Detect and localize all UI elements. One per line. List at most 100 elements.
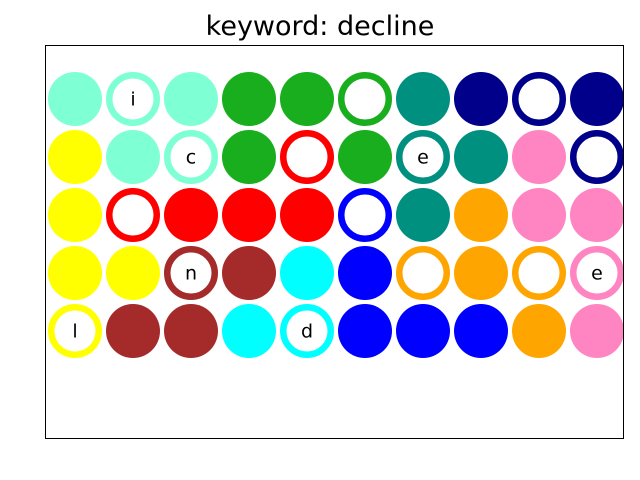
board-cell-r2-c6[interactable] bbox=[338, 130, 392, 184]
ring-circle bbox=[106, 72, 160, 126]
board-cell-r3-c7[interactable] bbox=[396, 188, 450, 242]
board-cell-r5-c4[interactable] bbox=[222, 304, 276, 358]
board-cell-r4-c9[interactable] bbox=[512, 246, 566, 300]
board-cell-r1-c4[interactable] bbox=[222, 72, 276, 126]
filled-circle bbox=[280, 72, 334, 126]
board-cell-r1-c2[interactable]: i bbox=[106, 72, 160, 126]
filled-circle bbox=[512, 130, 566, 184]
board-cell-r2-c8[interactable] bbox=[454, 130, 508, 184]
filled-circle bbox=[338, 304, 392, 358]
ring-circle bbox=[512, 246, 566, 300]
filled-circle bbox=[454, 246, 508, 300]
board-cell-r1-c9[interactable] bbox=[512, 72, 566, 126]
ring-circle bbox=[570, 246, 623, 300]
board-cell-r3-c5[interactable] bbox=[280, 188, 334, 242]
filled-circle bbox=[454, 130, 508, 184]
board-cell-r4-c8[interactable] bbox=[454, 246, 508, 300]
cell-letter: e bbox=[591, 263, 603, 285]
board-cell-r4-c2[interactable] bbox=[106, 246, 160, 300]
ring-circle bbox=[48, 304, 102, 358]
board-cell-r2-c1[interactable] bbox=[48, 130, 102, 184]
board-cell-r2-c9[interactable] bbox=[512, 130, 566, 184]
filled-circle bbox=[338, 130, 392, 184]
filled-circle bbox=[222, 130, 276, 184]
board-cell-r4-c3[interactable]: n bbox=[164, 246, 218, 300]
board-cell-r4-c6[interactable] bbox=[338, 246, 392, 300]
board-cell-r1-c6[interactable] bbox=[338, 72, 392, 126]
filled-circle bbox=[338, 246, 392, 300]
board-cell-r5-c3[interactable] bbox=[164, 304, 218, 358]
board-cell-r1-c8[interactable] bbox=[454, 72, 508, 126]
ring-circle bbox=[164, 130, 218, 184]
board-cell-r3-c1[interactable] bbox=[48, 188, 102, 242]
cell-letter: l bbox=[72, 321, 77, 343]
board-cell-r5-c7[interactable] bbox=[396, 304, 450, 358]
filled-circle bbox=[396, 72, 450, 126]
puzzle-title: keyword: decline bbox=[205, 11, 435, 42]
ring-circle bbox=[338, 188, 392, 242]
filled-circle bbox=[164, 188, 218, 242]
filled-circle bbox=[164, 72, 218, 126]
board-cell-r1-c5[interactable] bbox=[280, 72, 334, 126]
board-cell-r3-c10[interactable] bbox=[570, 188, 623, 242]
filled-circle bbox=[222, 72, 276, 126]
cell-letter: i bbox=[130, 89, 135, 111]
board-cell-r2-c3[interactable]: c bbox=[164, 130, 218, 184]
cell-letter: d bbox=[301, 321, 313, 343]
filled-circle bbox=[570, 304, 623, 358]
filled-circle bbox=[48, 72, 102, 126]
board-cell-r4-c10[interactable]: e bbox=[570, 246, 623, 300]
filled-circle bbox=[570, 188, 623, 242]
board-cell-r3-c9[interactable] bbox=[512, 188, 566, 242]
board-cell-r3-c3[interactable] bbox=[164, 188, 218, 242]
filled-circle bbox=[396, 188, 450, 242]
ring-circle bbox=[396, 130, 450, 184]
filled-circle bbox=[48, 130, 102, 184]
ring-circle bbox=[396, 246, 450, 300]
filled-circle bbox=[454, 188, 508, 242]
board-cell-r4-c1[interactable] bbox=[48, 246, 102, 300]
filled-circle bbox=[454, 72, 508, 126]
filled-circle bbox=[454, 304, 508, 358]
board-cell-r5-c6[interactable] bbox=[338, 304, 392, 358]
board-cell-r5-c8[interactable] bbox=[454, 304, 508, 358]
board-cell-r2-c10[interactable] bbox=[570, 130, 623, 184]
board-cell-r4-c7[interactable] bbox=[396, 246, 450, 300]
cell-letter: n bbox=[185, 263, 197, 285]
filled-circle bbox=[512, 304, 566, 358]
board-cell-r4-c5[interactable] bbox=[280, 246, 334, 300]
board-cell-r2-c4[interactable] bbox=[222, 130, 276, 184]
filled-circle bbox=[106, 246, 160, 300]
board-cell-r3-c6[interactable] bbox=[338, 188, 392, 242]
board-cell-r2-c7[interactable]: e bbox=[396, 130, 450, 184]
board-cell-r5-c9[interactable] bbox=[512, 304, 566, 358]
filled-circle bbox=[106, 130, 160, 184]
ring-circle bbox=[512, 72, 566, 126]
game-board: i c e n e l d bbox=[48, 72, 623, 358]
board-cell-r5-c1[interactable]: l bbox=[48, 304, 102, 358]
game-board-frame: i c e n e l d bbox=[45, 45, 624, 439]
board-cell-r3-c2[interactable] bbox=[106, 188, 160, 242]
board-cell-r3-c4[interactable] bbox=[222, 188, 276, 242]
board-cell-r4-c4[interactable] bbox=[222, 246, 276, 300]
ring-circle bbox=[570, 130, 623, 184]
board-cell-r1-c10[interactable] bbox=[570, 72, 623, 126]
filled-circle bbox=[280, 188, 334, 242]
board-cell-r5-c2[interactable] bbox=[106, 304, 160, 358]
board-cell-r1-c7[interactable] bbox=[396, 72, 450, 126]
filled-circle bbox=[222, 304, 276, 358]
filled-circle bbox=[396, 304, 450, 358]
board-cell-r3-c8[interactable] bbox=[454, 188, 508, 242]
cell-letter: e bbox=[417, 147, 429, 169]
filled-circle bbox=[280, 246, 334, 300]
filled-circle bbox=[222, 188, 276, 242]
filled-circle bbox=[222, 246, 276, 300]
filled-circle bbox=[106, 304, 160, 358]
board-cell-r1-c1[interactable] bbox=[48, 72, 102, 126]
cell-letter: c bbox=[186, 147, 196, 169]
board-cell-r5-c5[interactable]: d bbox=[280, 304, 334, 358]
board-cell-r2-c5[interactable] bbox=[280, 130, 334, 184]
board-cell-r5-c10[interactable] bbox=[570, 304, 623, 358]
board-cell-r2-c2[interactable] bbox=[106, 130, 160, 184]
board-cell-r1-c3[interactable] bbox=[164, 72, 218, 126]
